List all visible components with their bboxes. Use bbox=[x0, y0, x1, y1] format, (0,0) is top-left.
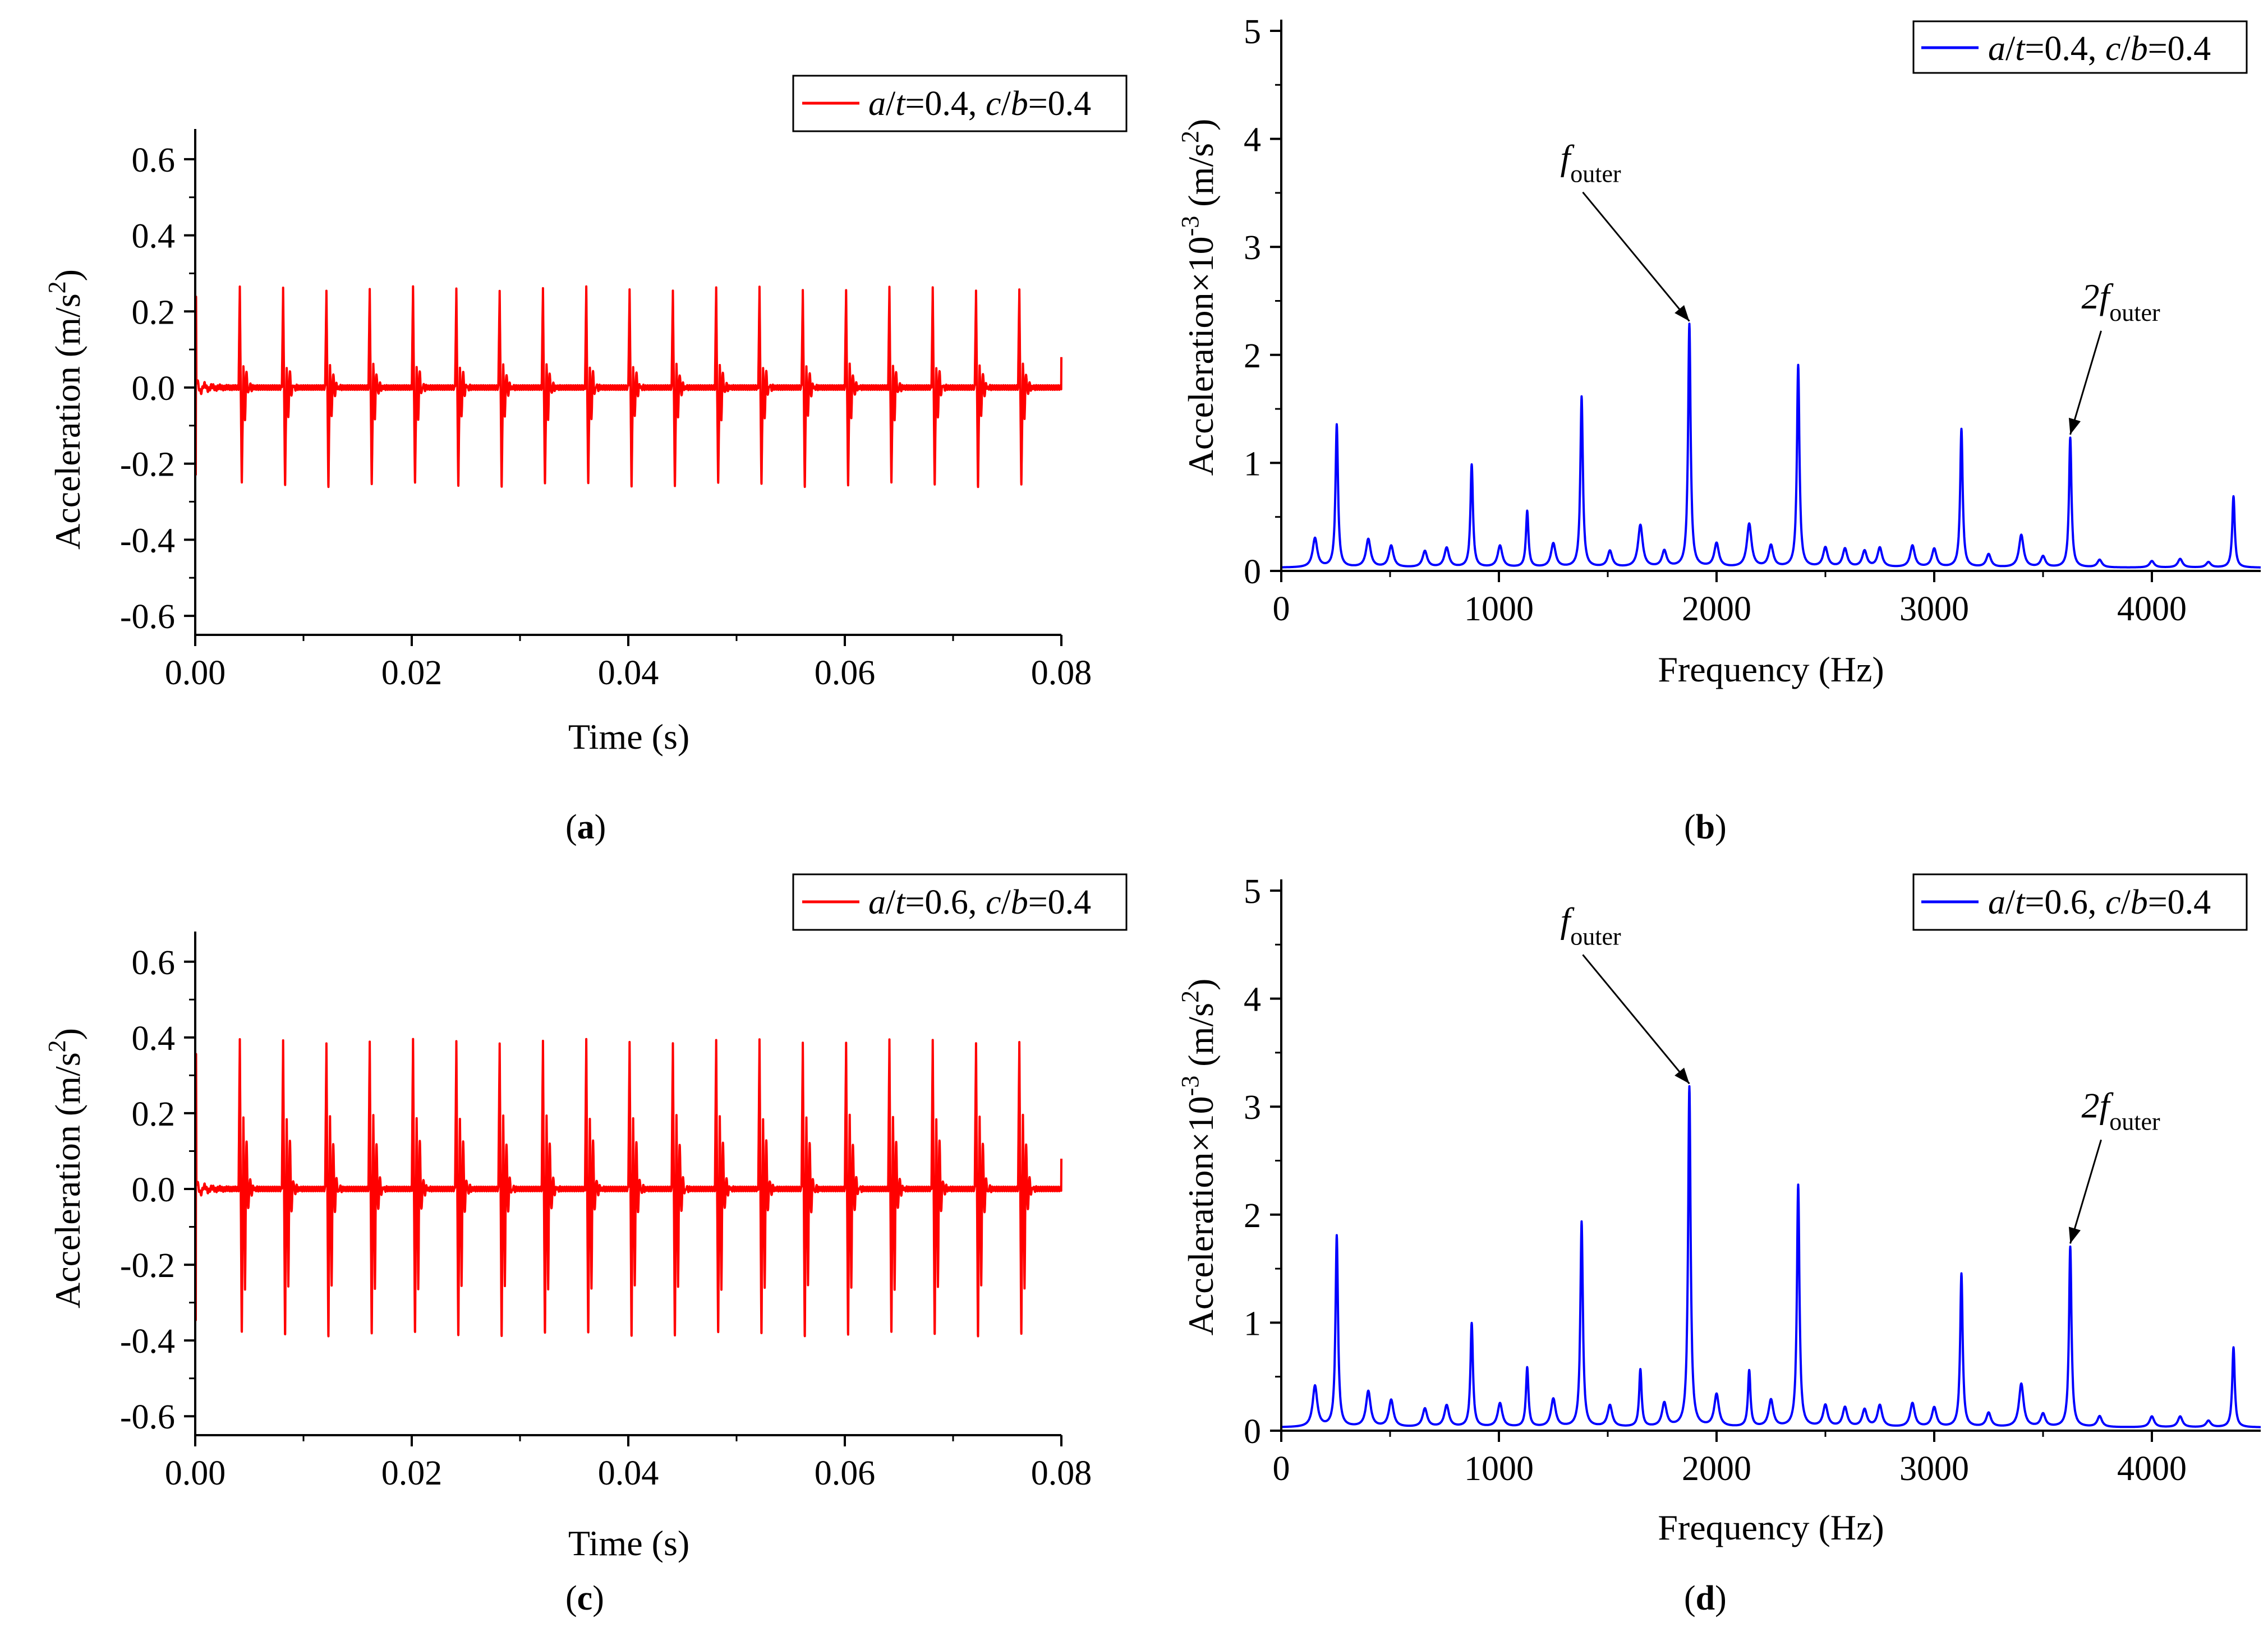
annotations: fouter 2fouter bbox=[1561, 900, 2161, 1244]
y-tick-label: 0.0 bbox=[132, 1171, 176, 1209]
plot-area: 0.00 0.02 0.04 0.06 0.08 0.6 0.4 0.2 0.0 -0.2 -0.4… bbox=[120, 932, 1092, 1492]
annotation-label: fouter bbox=[1561, 900, 1622, 950]
y-tick-label: 0.6 bbox=[132, 141, 176, 179]
y-tick-label: -0.6 bbox=[120, 1398, 175, 1436]
caption-a: (a) bbox=[565, 808, 606, 846]
y-tick-label: -0.4 bbox=[120, 1322, 175, 1361]
legend-label: a/t=0.4, c/b=0.4 bbox=[1988, 30, 2211, 68]
annotation-arrowhead bbox=[2068, 417, 2081, 435]
x-tick-label: 2000 bbox=[1682, 590, 1751, 628]
annotation-label: 2fouter bbox=[2082, 276, 2161, 326]
x-tick-label: 1000 bbox=[1464, 1450, 1534, 1488]
y-tick-label: 2 bbox=[1244, 1197, 1261, 1235]
x-axis-label: Frequency (Hz) bbox=[1658, 1508, 1884, 1547]
x-tick-label: 4000 bbox=[2117, 590, 2187, 628]
x-axis-label: Time (s) bbox=[568, 717, 689, 757]
legend-label: a/t=0.6, c/b=0.4 bbox=[868, 883, 1091, 921]
x-tick-label: 0.02 bbox=[381, 654, 443, 692]
y-tick-label: 0 bbox=[1244, 1413, 1261, 1451]
annotation-label: 2fouter bbox=[2082, 1085, 2161, 1135]
annotation-arrow bbox=[2069, 1139, 2102, 1244]
x-tick-label: 0.04 bbox=[598, 654, 659, 692]
x-tick-label: 4000 bbox=[2117, 1450, 2187, 1488]
y-tick-label: 0.6 bbox=[132, 944, 176, 982]
legend: a/t=0.6, c/b=0.4 bbox=[792, 873, 1128, 931]
y-tick-label: 0.4 bbox=[132, 218, 176, 256]
x-tick-label: 0.08 bbox=[1031, 654, 1092, 692]
annotation-arrowhead bbox=[1674, 1067, 1690, 1084]
y-tick-label: 0 bbox=[1244, 553, 1261, 591]
panel-b: 0 1000 2000 3000 4000 0 1 2 3 4 5 Frequency (Hz) A… bbox=[1176, 13, 2262, 689]
annotation-label: fouter bbox=[1561, 138, 1622, 188]
x-tick-label: 0.02 bbox=[381, 1454, 443, 1492]
y-tick-label: 0.2 bbox=[132, 1095, 176, 1133]
y-axis-label: Acceleration (m/s2) bbox=[43, 269, 88, 550]
series-line bbox=[194, 285, 1062, 488]
y-tick-label: 5 bbox=[1244, 13, 1261, 51]
x-tick-label: 3000 bbox=[1899, 590, 1969, 628]
y-tick-label: 3 bbox=[1244, 1089, 1261, 1127]
panel-c: 0.00 0.02 0.04 0.06 0.08 0.6 0.4 0.2 0.0 -0.2 -0.4… bbox=[43, 873, 1128, 1563]
annotation-arrowhead bbox=[2068, 1227, 2081, 1244]
y-axis-label: Acceleration (m/s2) bbox=[43, 1028, 88, 1308]
x-tick-label: 0.00 bbox=[165, 1454, 226, 1492]
x-axis-label: Frequency (Hz) bbox=[1658, 649, 1884, 689]
caption-d: (d) bbox=[1684, 1579, 1727, 1617]
x-tick-label: 2000 bbox=[1682, 1450, 1751, 1488]
y-tick-label: 1 bbox=[1244, 1304, 1261, 1343]
y-tick-label: -0.2 bbox=[120, 446, 175, 484]
y-tick-label: -0.6 bbox=[120, 598, 175, 636]
y-tick-label: -0.4 bbox=[120, 522, 175, 560]
y-tick-label: 4 bbox=[1244, 121, 1261, 159]
annotations: fouter 2fouter bbox=[1561, 138, 2161, 435]
series-line bbox=[1280, 322, 2262, 569]
legend: a/t=0.4, c/b=0.4 bbox=[792, 75, 1128, 132]
y-axis-label: Acceleration×10-3 (m/s2) bbox=[1176, 119, 1221, 476]
x-axis-label: Time (s) bbox=[568, 1523, 689, 1563]
y-tick-label: 3 bbox=[1244, 229, 1261, 267]
caption-c: (c) bbox=[565, 1579, 604, 1617]
series-line bbox=[194, 1038, 1062, 1338]
x-tick-label: 0 bbox=[1273, 1450, 1290, 1488]
x-tick-label: 0.00 bbox=[165, 654, 226, 692]
annotation-arrow bbox=[1582, 954, 1690, 1085]
x-tick-label: 1000 bbox=[1464, 590, 1534, 628]
y-tick-label: 0.4 bbox=[132, 1020, 176, 1058]
y-tick-label: 2 bbox=[1244, 337, 1261, 375]
legend-label: a/t=0.4, c/b=0.4 bbox=[868, 85, 1091, 123]
plot-area: 0 1000 2000 3000 4000 0 1 2 3 4 5 bbox=[1244, 13, 2262, 628]
caption-b: (b) bbox=[1684, 808, 1727, 846]
y-tick-label: 0.0 bbox=[132, 370, 176, 408]
y-tick-label: 1 bbox=[1244, 445, 1261, 483]
x-tick-label: 0.06 bbox=[815, 654, 876, 692]
annotation-arrow bbox=[2069, 330, 2102, 435]
panel-d: 0 1000 2000 3000 4000 0 1 2 3 4 5 Frequency (Hz) A… bbox=[1176, 873, 2262, 1547]
x-tick-label: 0 bbox=[1273, 590, 1290, 628]
annotation-arrow bbox=[1582, 191, 1690, 322]
y-tick-label: 0.2 bbox=[132, 293, 176, 331]
legend: a/t=0.4, c/b=0.4 bbox=[1912, 20, 2248, 74]
plot-area: 0.00 0.02 0.04 0.06 0.08 0.6 0.4 0.2 0.0 -0.2 -0.4… bbox=[120, 129, 1092, 692]
annotation-arrowhead bbox=[1674, 305, 1690, 321]
x-tick-label: 0.08 bbox=[1031, 1454, 1092, 1492]
y-tick-label: 4 bbox=[1244, 981, 1261, 1019]
y-axis-label: Acceleration×10-3 (m/s2) bbox=[1176, 979, 1221, 1336]
y-tick-label: 5 bbox=[1244, 873, 1261, 911]
x-tick-label: 0.04 bbox=[598, 1454, 659, 1492]
panel-a: 0.00 0.02 0.04 0.06 0.08 0.6 0.4 0.2 0.0 -0.2 -0.4… bbox=[43, 75, 1128, 757]
x-tick-label: 3000 bbox=[1899, 1450, 1969, 1488]
series-line bbox=[1280, 1085, 2262, 1428]
plot-area: 0 1000 2000 3000 4000 0 1 2 3 4 5 bbox=[1244, 873, 2262, 1488]
y-tick-label: -0.2 bbox=[120, 1247, 175, 1285]
legend: a/t=0.6, c/b=0.4 bbox=[1912, 873, 2248, 931]
legend-label: a/t=0.6, c/b=0.4 bbox=[1988, 883, 2211, 921]
x-tick-label: 0.06 bbox=[815, 1454, 876, 1492]
